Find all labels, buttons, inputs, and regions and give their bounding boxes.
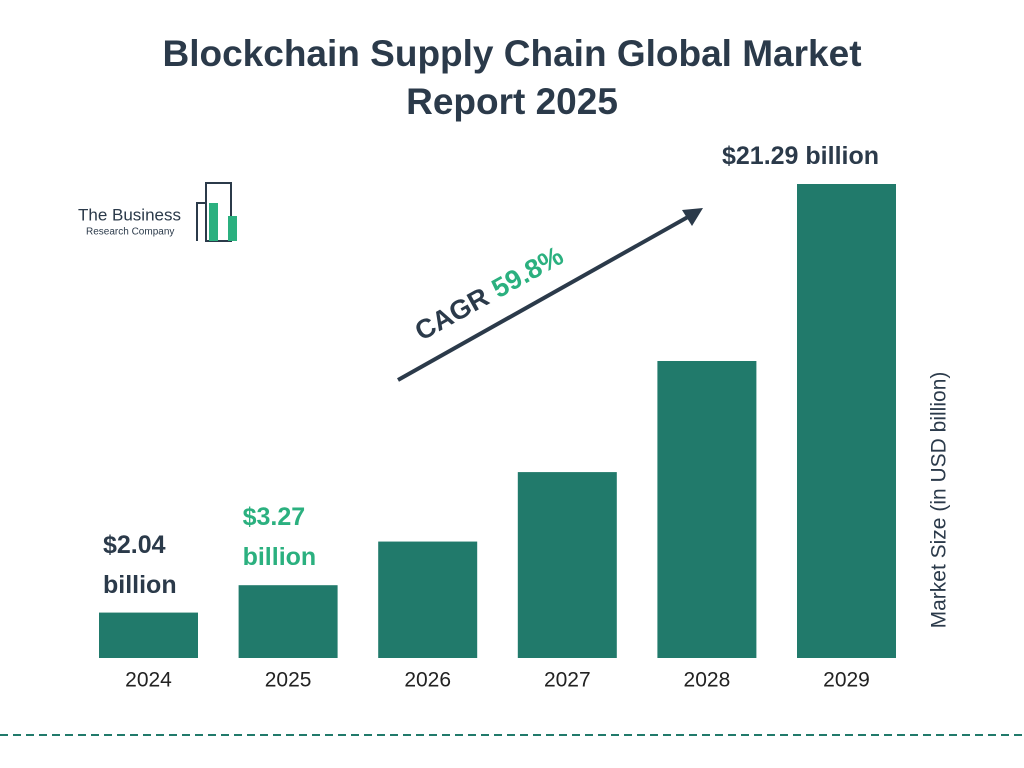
value-label: $3.27 billion	[242, 503, 317, 572]
bar	[238, 585, 338, 658]
bar	[517, 472, 617, 658]
arrow-head	[682, 208, 703, 226]
logo-text: The Business	[78, 205, 181, 224]
logo-shape	[209, 203, 218, 241]
value-label: $21.29 billion	[722, 142, 880, 170]
x-tick-label: 2028	[684, 669, 731, 692]
x-tick-label: 2025	[265, 669, 312, 692]
cagr-label: CAGR	[410, 282, 494, 347]
logo-shape	[228, 216, 237, 241]
cagr-value: 59.8%	[487, 240, 569, 303]
x-tick-label: 2029	[823, 669, 870, 692]
y-axis-label: Market Size (in USD billion)	[928, 372, 951, 629]
bar	[378, 541, 478, 658]
x-tick-label: 2027	[544, 669, 591, 692]
x-tick-label: 2026	[404, 669, 451, 692]
logo: The Business Research Company	[78, 182, 237, 242]
x-tick-label: 2024	[125, 669, 172, 692]
logo-text: Research Company	[86, 227, 174, 238]
bar	[797, 184, 896, 658]
logo-shape	[205, 182, 232, 242]
arrow	[397, 211, 696, 382]
value-label: $2.04 billion	[103, 530, 177, 599]
bar	[99, 612, 198, 658]
logo-shape	[196, 202, 206, 241]
chart-title: Blockchain Supply Chain Global Market Re…	[162, 33, 862, 122]
bar	[657, 360, 757, 658]
